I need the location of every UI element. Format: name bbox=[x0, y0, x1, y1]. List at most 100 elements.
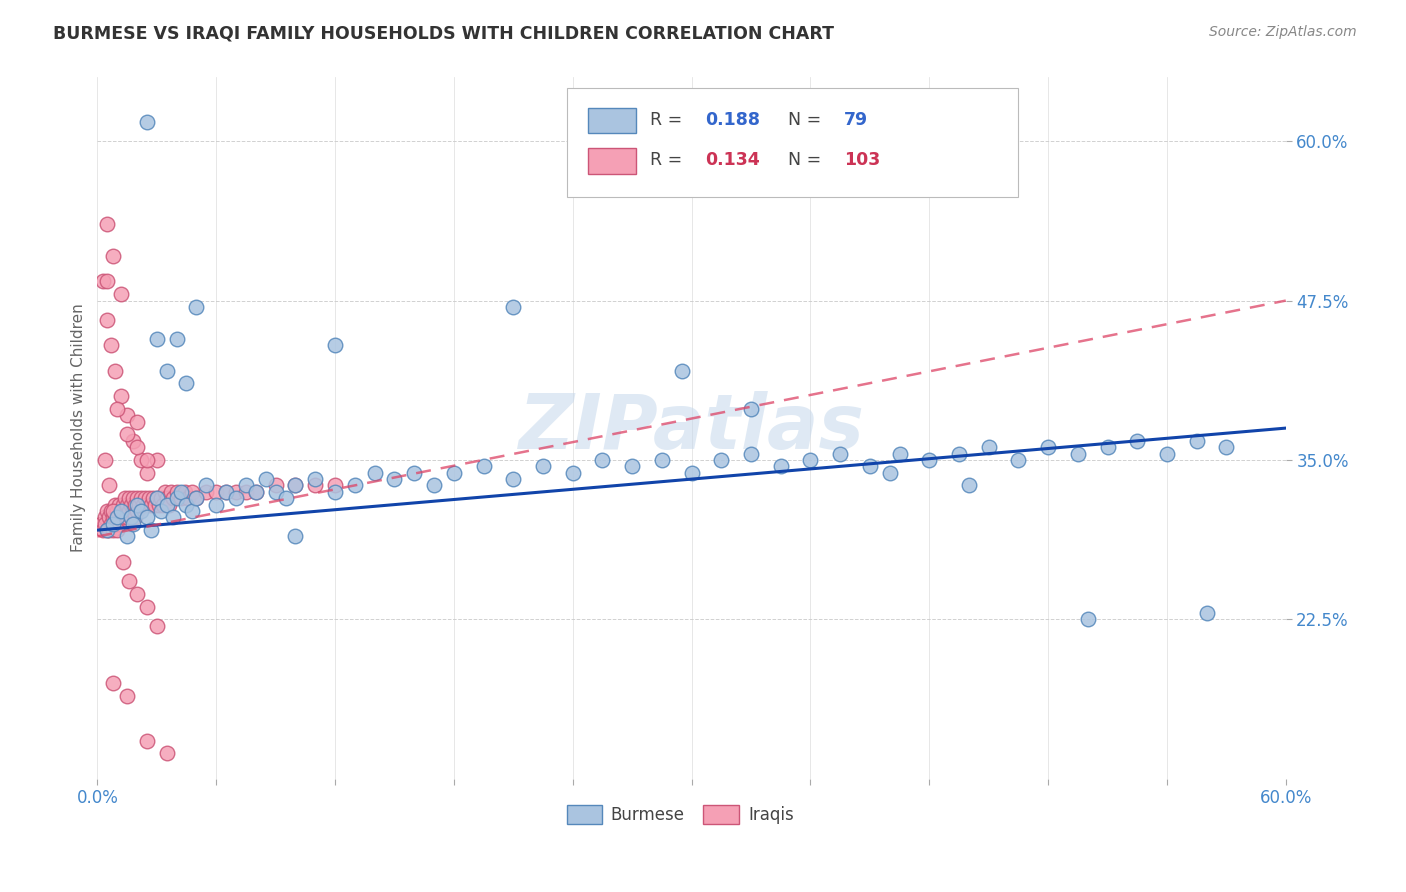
Point bbox=[166, 484, 188, 499]
Point bbox=[135, 453, 157, 467]
Point bbox=[115, 689, 138, 703]
Point bbox=[115, 498, 138, 512]
Point bbox=[110, 504, 132, 518]
Point bbox=[98, 478, 121, 492]
Point bbox=[264, 484, 287, 499]
Point bbox=[103, 523, 125, 537]
Text: R =: R = bbox=[650, 111, 688, 128]
Point bbox=[284, 478, 307, 492]
Point bbox=[181, 504, 204, 518]
Point bbox=[472, 459, 495, 474]
Point bbox=[176, 376, 198, 391]
Point bbox=[343, 478, 366, 492]
Point bbox=[205, 498, 228, 512]
Point bbox=[120, 510, 142, 524]
Point bbox=[112, 498, 135, 512]
Point bbox=[1067, 447, 1090, 461]
Text: N =: N = bbox=[787, 111, 827, 128]
Point bbox=[146, 491, 169, 506]
Point bbox=[176, 498, 198, 512]
Point bbox=[149, 504, 172, 518]
Point bbox=[91, 523, 114, 537]
Text: Source: ZipAtlas.com: Source: ZipAtlas.com bbox=[1209, 25, 1357, 39]
Point bbox=[159, 484, 181, 499]
Point bbox=[129, 453, 152, 467]
Point bbox=[134, 491, 156, 506]
Point bbox=[162, 491, 184, 506]
Point bbox=[1195, 606, 1218, 620]
Point bbox=[90, 516, 112, 531]
Point bbox=[502, 472, 524, 486]
Point bbox=[173, 484, 195, 499]
Point bbox=[105, 516, 128, 531]
Point bbox=[404, 466, 426, 480]
Point bbox=[96, 523, 118, 537]
Point bbox=[146, 332, 169, 346]
Point bbox=[671, 364, 693, 378]
Point bbox=[94, 453, 117, 467]
Point bbox=[918, 453, 941, 467]
Point bbox=[948, 447, 970, 461]
Point bbox=[531, 459, 554, 474]
Point bbox=[98, 523, 121, 537]
Point bbox=[132, 498, 155, 512]
Point bbox=[740, 401, 762, 416]
Point bbox=[621, 459, 644, 474]
Point bbox=[186, 300, 208, 314]
Point bbox=[177, 491, 200, 506]
Point bbox=[105, 504, 128, 518]
Point bbox=[118, 491, 141, 506]
Point bbox=[264, 478, 287, 492]
Point bbox=[157, 498, 180, 512]
Point bbox=[112, 555, 135, 569]
Point bbox=[139, 498, 162, 512]
Point bbox=[235, 478, 257, 492]
Point bbox=[591, 453, 613, 467]
Point bbox=[148, 498, 170, 512]
Text: ZIPatlas: ZIPatlas bbox=[519, 391, 865, 465]
Point bbox=[110, 287, 132, 301]
Point bbox=[215, 484, 238, 499]
Point bbox=[889, 447, 911, 461]
Point bbox=[129, 504, 152, 518]
Point bbox=[215, 484, 238, 499]
Bar bbox=[588, 108, 636, 133]
Point bbox=[135, 466, 157, 480]
Point bbox=[879, 466, 901, 480]
Point bbox=[96, 312, 118, 326]
Point bbox=[1007, 453, 1029, 467]
Point bbox=[181, 484, 204, 499]
Point bbox=[710, 453, 733, 467]
Point bbox=[110, 504, 132, 518]
Point bbox=[225, 484, 247, 499]
Point bbox=[135, 599, 157, 614]
Point bbox=[1156, 447, 1178, 461]
Point bbox=[169, 491, 191, 506]
Point bbox=[1215, 440, 1237, 454]
Point bbox=[423, 478, 446, 492]
Point bbox=[957, 478, 980, 492]
Point bbox=[104, 510, 127, 524]
Point bbox=[114, 491, 136, 506]
Point bbox=[830, 447, 852, 461]
Point bbox=[115, 529, 138, 543]
Point bbox=[118, 574, 141, 588]
Point bbox=[96, 504, 118, 518]
Point bbox=[124, 510, 146, 524]
Point bbox=[156, 498, 179, 512]
Point bbox=[100, 338, 122, 352]
Point bbox=[115, 409, 138, 423]
Point bbox=[128, 498, 150, 512]
Text: N =: N = bbox=[787, 152, 827, 169]
Point bbox=[166, 332, 188, 346]
Point bbox=[110, 516, 132, 531]
Point bbox=[122, 516, 145, 531]
Point bbox=[1126, 434, 1149, 448]
Point bbox=[195, 484, 218, 499]
Point bbox=[143, 498, 166, 512]
Point bbox=[1036, 440, 1059, 454]
Point bbox=[120, 510, 142, 524]
Point bbox=[103, 516, 125, 531]
Point bbox=[103, 249, 125, 263]
Point bbox=[363, 466, 385, 480]
